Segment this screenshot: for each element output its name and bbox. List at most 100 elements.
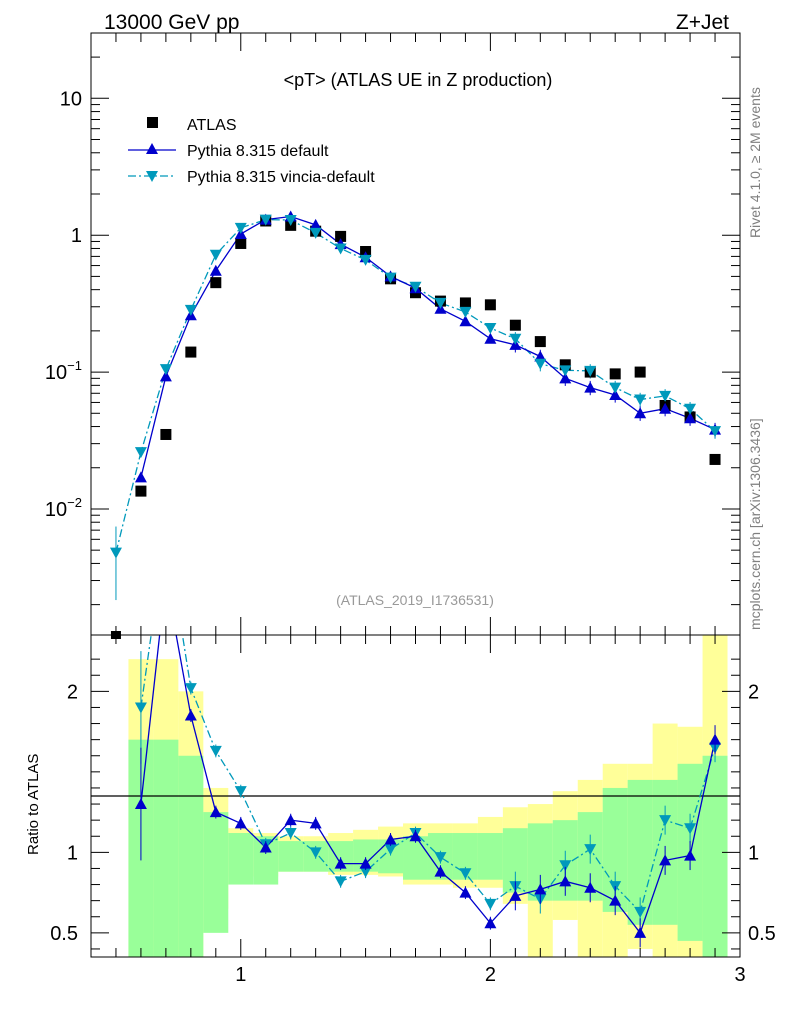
legend-marker-vincia xyxy=(146,171,158,182)
vincia-point xyxy=(209,249,222,261)
vincia-point xyxy=(634,394,647,406)
x-tick-label: 3 xyxy=(734,964,745,986)
vincia-point xyxy=(109,547,122,559)
stat-band xyxy=(153,739,179,957)
vincia-point xyxy=(159,364,172,376)
ratio-y-tick-label-right: 0.5 xyxy=(748,923,776,945)
legend: ATLAS Pythia 8.315 default Pythia 8.315 … xyxy=(128,117,375,186)
default-point xyxy=(659,402,672,414)
ratio-point xyxy=(659,854,672,866)
vincia-point xyxy=(359,254,372,266)
ratio-point xyxy=(160,525,172,536)
atlas-point xyxy=(210,277,222,289)
atlas-point xyxy=(160,428,172,440)
vincia-point xyxy=(534,358,547,370)
header-energy-label: 13000 GeV pp xyxy=(104,11,239,34)
default-point xyxy=(459,315,472,327)
ratio-axis-ticks xyxy=(90,631,741,957)
x-tick-label: 2 xyxy=(485,964,496,986)
stat-band xyxy=(477,833,503,880)
main-y-tick-label: 10−2 xyxy=(45,495,82,521)
ratio-y-tick-label-left: 1 xyxy=(67,842,78,864)
vincia-point xyxy=(659,390,672,402)
ratio-point xyxy=(434,852,447,864)
vincia-point xyxy=(584,365,597,377)
legend-label-atlas: ATLAS xyxy=(187,117,237,134)
atlas-point xyxy=(235,237,247,249)
ratio-line-vincia xyxy=(140,635,716,914)
ratio-point xyxy=(609,894,622,906)
ratio-point xyxy=(659,815,672,827)
atlas-point xyxy=(335,230,347,242)
atlas-point xyxy=(609,368,621,380)
atlas-point xyxy=(484,299,496,311)
ratio-point xyxy=(359,866,372,878)
ratio-point xyxy=(134,702,147,714)
ratio-y-tick-labels: 2 2 1 1 0.5 0.5 xyxy=(50,681,776,945)
ratio-line-default xyxy=(140,635,716,935)
ratio-point xyxy=(409,830,422,842)
vincia-point xyxy=(134,447,147,459)
ratio-point xyxy=(309,817,322,829)
ratio-point xyxy=(284,828,297,840)
header-process-label: Z+Jet xyxy=(676,11,729,34)
vincia-point xyxy=(459,306,472,318)
default-point xyxy=(559,372,572,384)
ratio-point xyxy=(259,841,272,853)
ratio-point xyxy=(584,881,597,893)
ratio-point xyxy=(234,786,247,798)
main-y-tick-label: 1 xyxy=(71,225,82,247)
ratio-point xyxy=(584,844,597,856)
main-y-tick-label: 10−1 xyxy=(45,358,82,384)
rivet-version-label: Rivet 4.1.0, ≥ 2M events xyxy=(747,87,763,238)
ratio-point xyxy=(209,806,222,818)
ratio-point xyxy=(134,798,147,810)
ratio-point xyxy=(684,823,697,835)
main-panel: 10 1 10−1 10−2 <pT> (ATLAS UE in Z producti… xyxy=(45,32,741,636)
vincia-point xyxy=(284,215,297,227)
ratio-uncertainty-bands xyxy=(128,635,728,957)
stat-band xyxy=(178,755,204,957)
default-point xyxy=(634,407,647,419)
ratio-y-tick-label-left: 0.5 xyxy=(50,923,78,945)
ratio-y-tick-label-left: 2 xyxy=(67,681,78,703)
ratio-point xyxy=(559,860,572,872)
ratio-point xyxy=(459,886,472,898)
ratio-point xyxy=(184,683,197,695)
vincia-point xyxy=(684,403,697,415)
default-point xyxy=(534,350,547,362)
legend-label-vincia: Pythia 8.315 vincia-default xyxy=(187,169,375,186)
ratio-y-tick-label-right: 2 xyxy=(748,681,759,703)
ratio-point xyxy=(634,926,647,938)
main-data-series xyxy=(109,210,722,601)
default-point xyxy=(209,264,222,276)
vincia-point xyxy=(559,365,572,377)
default-point xyxy=(584,381,597,393)
ratio-point xyxy=(334,857,347,869)
x-tick-labels: 1 2 3 xyxy=(235,964,745,986)
ratio-y-axis-label: Ratio to ATLAS xyxy=(25,754,42,855)
atlas-point xyxy=(185,346,197,358)
ratio-y-tick-label-right: 1 xyxy=(748,842,759,864)
mcplots-source-label: mcplots.cern.ch [arXiv:1306.3436] xyxy=(747,418,763,630)
vincia-point xyxy=(384,272,397,284)
atlas-point xyxy=(559,359,571,371)
ratio-point xyxy=(184,709,197,721)
stat-band xyxy=(228,833,254,885)
stat-band xyxy=(278,841,304,872)
vincia-point xyxy=(234,222,247,234)
ratio-panel: 2 2 1 1 0.5 0.5 1 2 3 Ratio to ATLAS xyxy=(25,525,776,986)
atlas-point xyxy=(135,485,147,497)
ratio-point xyxy=(160,573,172,584)
ratio-point xyxy=(309,847,322,859)
vincia-point xyxy=(484,322,497,334)
vincia-point xyxy=(709,426,722,438)
ratio-point xyxy=(459,868,472,880)
vincia-point xyxy=(334,243,347,255)
default-point xyxy=(309,218,322,230)
series-line-vincia xyxy=(115,218,716,553)
ratio-point xyxy=(709,733,722,745)
atlas-point xyxy=(709,453,721,465)
ratio-point xyxy=(534,883,547,895)
